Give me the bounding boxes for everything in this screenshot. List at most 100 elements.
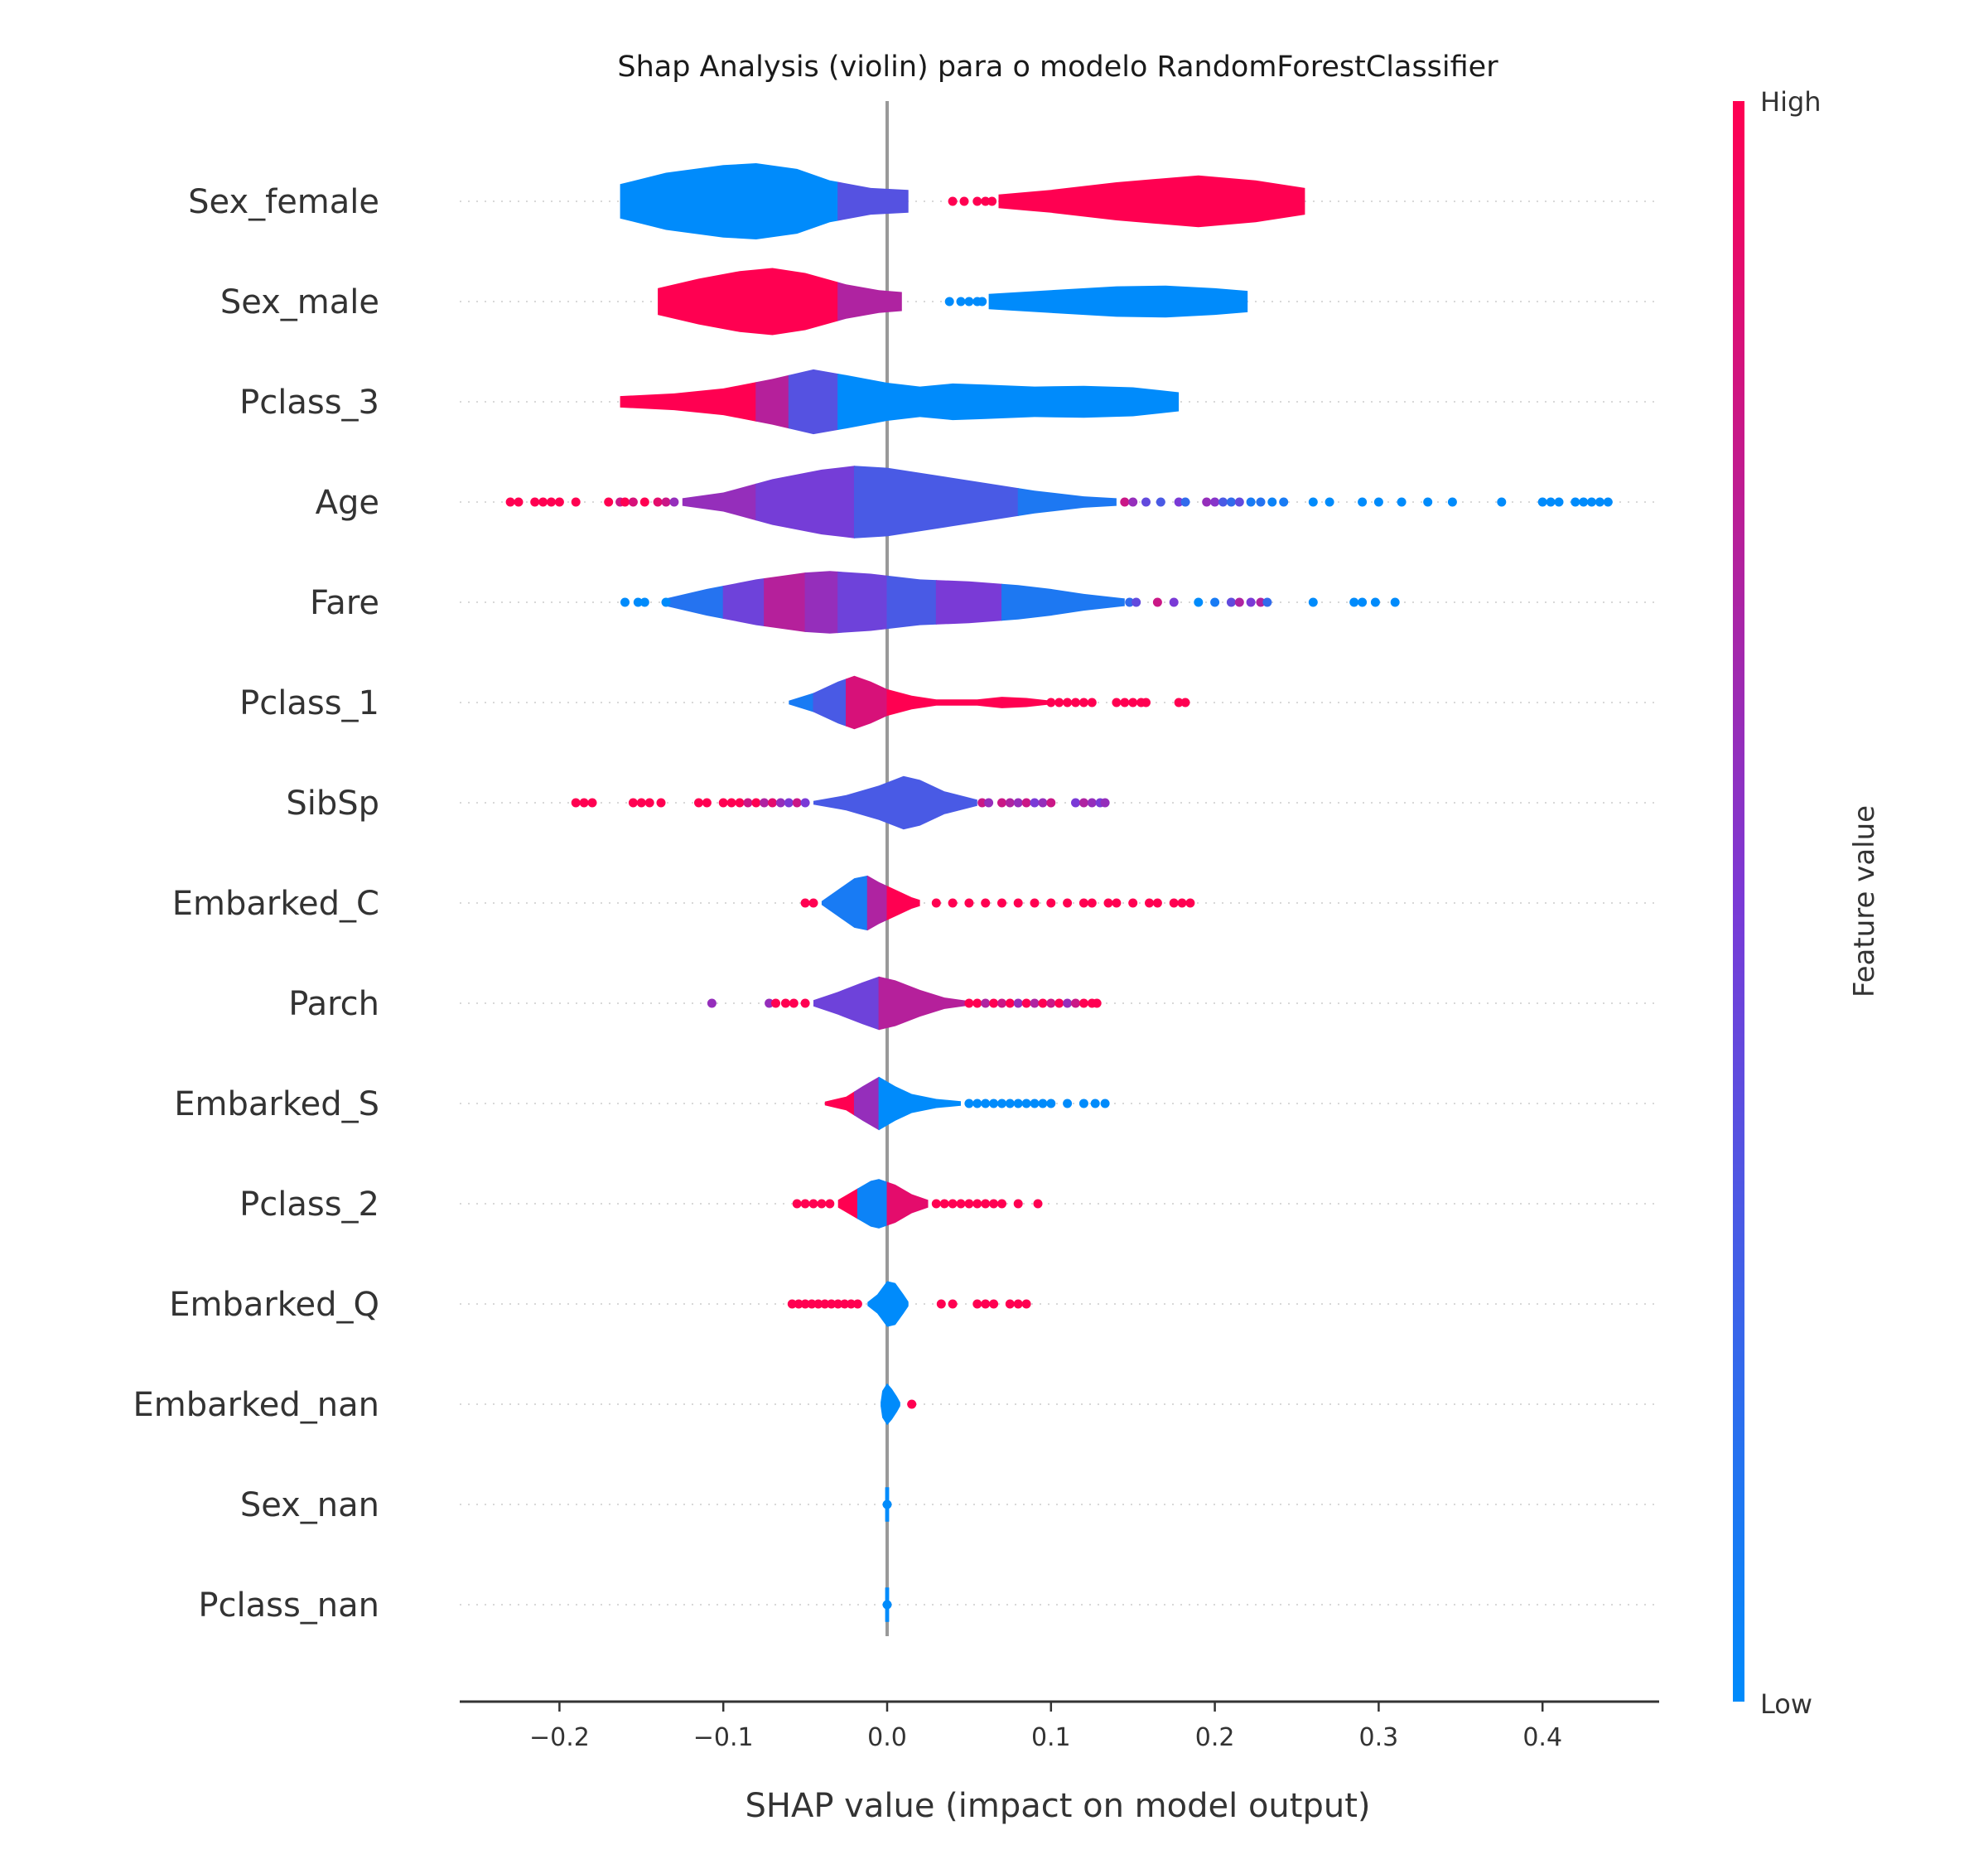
point-pclass-1-12 bbox=[1180, 698, 1190, 707]
point-sex-male-1 bbox=[956, 297, 966, 307]
point-sibsp-21 bbox=[984, 798, 994, 808]
point-age-10 bbox=[628, 497, 638, 507]
point-fare-6 bbox=[1152, 597, 1162, 607]
x-tick-label-2: 0.0 bbox=[867, 1723, 907, 1752]
point-parch-4 bbox=[789, 998, 799, 1008]
point-embarked-c-5 bbox=[981, 898, 991, 908]
point-embarked-q-0 bbox=[787, 1299, 797, 1309]
chart-title: Shap Analysis (violin) para o modelo Ran… bbox=[617, 51, 1498, 84]
point-pclass-2-7 bbox=[948, 1199, 958, 1209]
point-parch-16 bbox=[1046, 998, 1056, 1008]
point-pclass-1-11 bbox=[1174, 698, 1184, 707]
point-pclass-1-7 bbox=[1120, 698, 1130, 707]
point-embarked-s-8 bbox=[1030, 1099, 1040, 1108]
point-age-17 bbox=[1141, 497, 1151, 507]
point-fare-17 bbox=[1358, 597, 1368, 607]
point-embarked-q-12 bbox=[948, 1299, 958, 1309]
point-sibsp-10 bbox=[726, 798, 736, 808]
point-sex-male-0 bbox=[944, 297, 954, 307]
point-pclass-1-6 bbox=[1112, 698, 1122, 707]
point-parch-14 bbox=[1030, 998, 1040, 1008]
point-fare-9 bbox=[1210, 597, 1220, 607]
point-age-24 bbox=[1226, 497, 1236, 507]
point-age-37 bbox=[1497, 497, 1507, 507]
violin-segment-sex-female-1 bbox=[837, 163, 913, 239]
point-sibsp-4 bbox=[636, 798, 646, 808]
feature-label-fare: Fare bbox=[310, 584, 379, 622]
point-embarked-s-6 bbox=[1013, 1099, 1023, 1108]
point-pclass-2-14 bbox=[1013, 1199, 1023, 1209]
colorbar-low-label: Low bbox=[1760, 1688, 1812, 1720]
point-fare-19 bbox=[1390, 597, 1400, 607]
point-embarked-q-7 bbox=[833, 1299, 843, 1309]
point-embarked-c-17 bbox=[1152, 898, 1162, 908]
point-fare-5 bbox=[1132, 597, 1141, 607]
violin-segment-pclass-3-2 bbox=[788, 369, 839, 435]
point-embarked-s-0 bbox=[964, 1099, 974, 1108]
point-parch-1 bbox=[765, 998, 774, 1008]
point-embarked-s-5 bbox=[1005, 1099, 1015, 1108]
point-pclass-2-0 bbox=[792, 1199, 802, 1209]
violin-segment-sex-male-0 bbox=[658, 268, 839, 336]
point-age-3 bbox=[538, 497, 548, 507]
point-age-0 bbox=[505, 497, 515, 507]
violin-segment-fare-5 bbox=[886, 571, 937, 634]
feature-label-pclass-2: Pclass_2 bbox=[239, 1186, 379, 1224]
feature-label-embarked-nan: Embarked_nan bbox=[133, 1386, 379, 1424]
point-sibsp-6 bbox=[656, 798, 666, 808]
point-sibsp-19 bbox=[800, 798, 810, 808]
point-pclass-1-3 bbox=[1071, 698, 1080, 707]
x-tick-label-3: 0.1 bbox=[1031, 1723, 1071, 1752]
violin-segment-pclass-3-0 bbox=[620, 369, 757, 435]
violin-segment-fare-2 bbox=[764, 571, 806, 634]
violin-segment-pclass-1-3 bbox=[886, 675, 1051, 730]
point-age-27 bbox=[1256, 497, 1266, 507]
feature-label-sex-nan: Sex_nan bbox=[240, 1486, 379, 1524]
violin-segment-parch-1 bbox=[878, 976, 969, 1031]
point-age-30 bbox=[1308, 497, 1318, 507]
point-embarked-s-3 bbox=[989, 1099, 999, 1108]
point-sex-nan-0 bbox=[882, 1499, 892, 1509]
point-sibsp-1 bbox=[579, 798, 589, 808]
point-embarked-c-13 bbox=[1103, 898, 1113, 908]
point-fare-8 bbox=[1194, 597, 1204, 607]
point-parch-18 bbox=[1063, 998, 1073, 1008]
violin-segment-embarked-nan-0 bbox=[881, 1383, 900, 1426]
violin-parch bbox=[813, 976, 969, 1031]
point-age-19 bbox=[1174, 497, 1184, 507]
point-embarked-q-17 bbox=[1013, 1299, 1023, 1309]
point-age-42 bbox=[1579, 497, 1589, 507]
point-embarked-q-1 bbox=[794, 1299, 803, 1309]
violin-segment-pclass-3-1 bbox=[755, 369, 789, 435]
point-pclass-2-10 bbox=[972, 1199, 982, 1209]
point-pclass-1-10 bbox=[1141, 698, 1151, 707]
violin-segment-pclass-2-1 bbox=[856, 1179, 888, 1229]
point-embarked-s-4 bbox=[997, 1099, 1006, 1108]
point-sibsp-3 bbox=[628, 798, 638, 808]
point-age-12 bbox=[653, 497, 663, 507]
violin-segment-pclass-1-2 bbox=[846, 675, 888, 730]
violin-segment-embarked-s-2 bbox=[878, 1076, 961, 1131]
point-embarked-q-16 bbox=[1005, 1299, 1015, 1309]
point-age-2 bbox=[530, 497, 540, 507]
point-embarked-q-3 bbox=[807, 1299, 817, 1309]
point-pclass-2-9 bbox=[964, 1199, 974, 1209]
point-sibsp-30 bbox=[1078, 798, 1088, 808]
violin-segment-age-3 bbox=[1017, 466, 1117, 538]
point-sibsp-18 bbox=[792, 798, 802, 808]
point-age-39 bbox=[1546, 497, 1556, 507]
point-age-21 bbox=[1202, 497, 1212, 507]
violin-segment-sex-male-1 bbox=[837, 268, 905, 336]
point-age-38 bbox=[1537, 497, 1547, 507]
point-sex-female-1 bbox=[959, 196, 969, 206]
point-embarked-q-18 bbox=[1021, 1299, 1031, 1309]
point-pclass-2-3 bbox=[817, 1199, 827, 1209]
point-sibsp-9 bbox=[718, 798, 728, 808]
point-fare-2 bbox=[639, 597, 649, 607]
point-pclass-2-11 bbox=[981, 1199, 991, 1209]
point-sibsp-31 bbox=[1087, 798, 1097, 808]
point-age-5 bbox=[554, 497, 564, 507]
point-embarked-q-14 bbox=[981, 1299, 991, 1309]
point-age-32 bbox=[1358, 497, 1368, 507]
point-sex-female-3 bbox=[981, 196, 991, 206]
